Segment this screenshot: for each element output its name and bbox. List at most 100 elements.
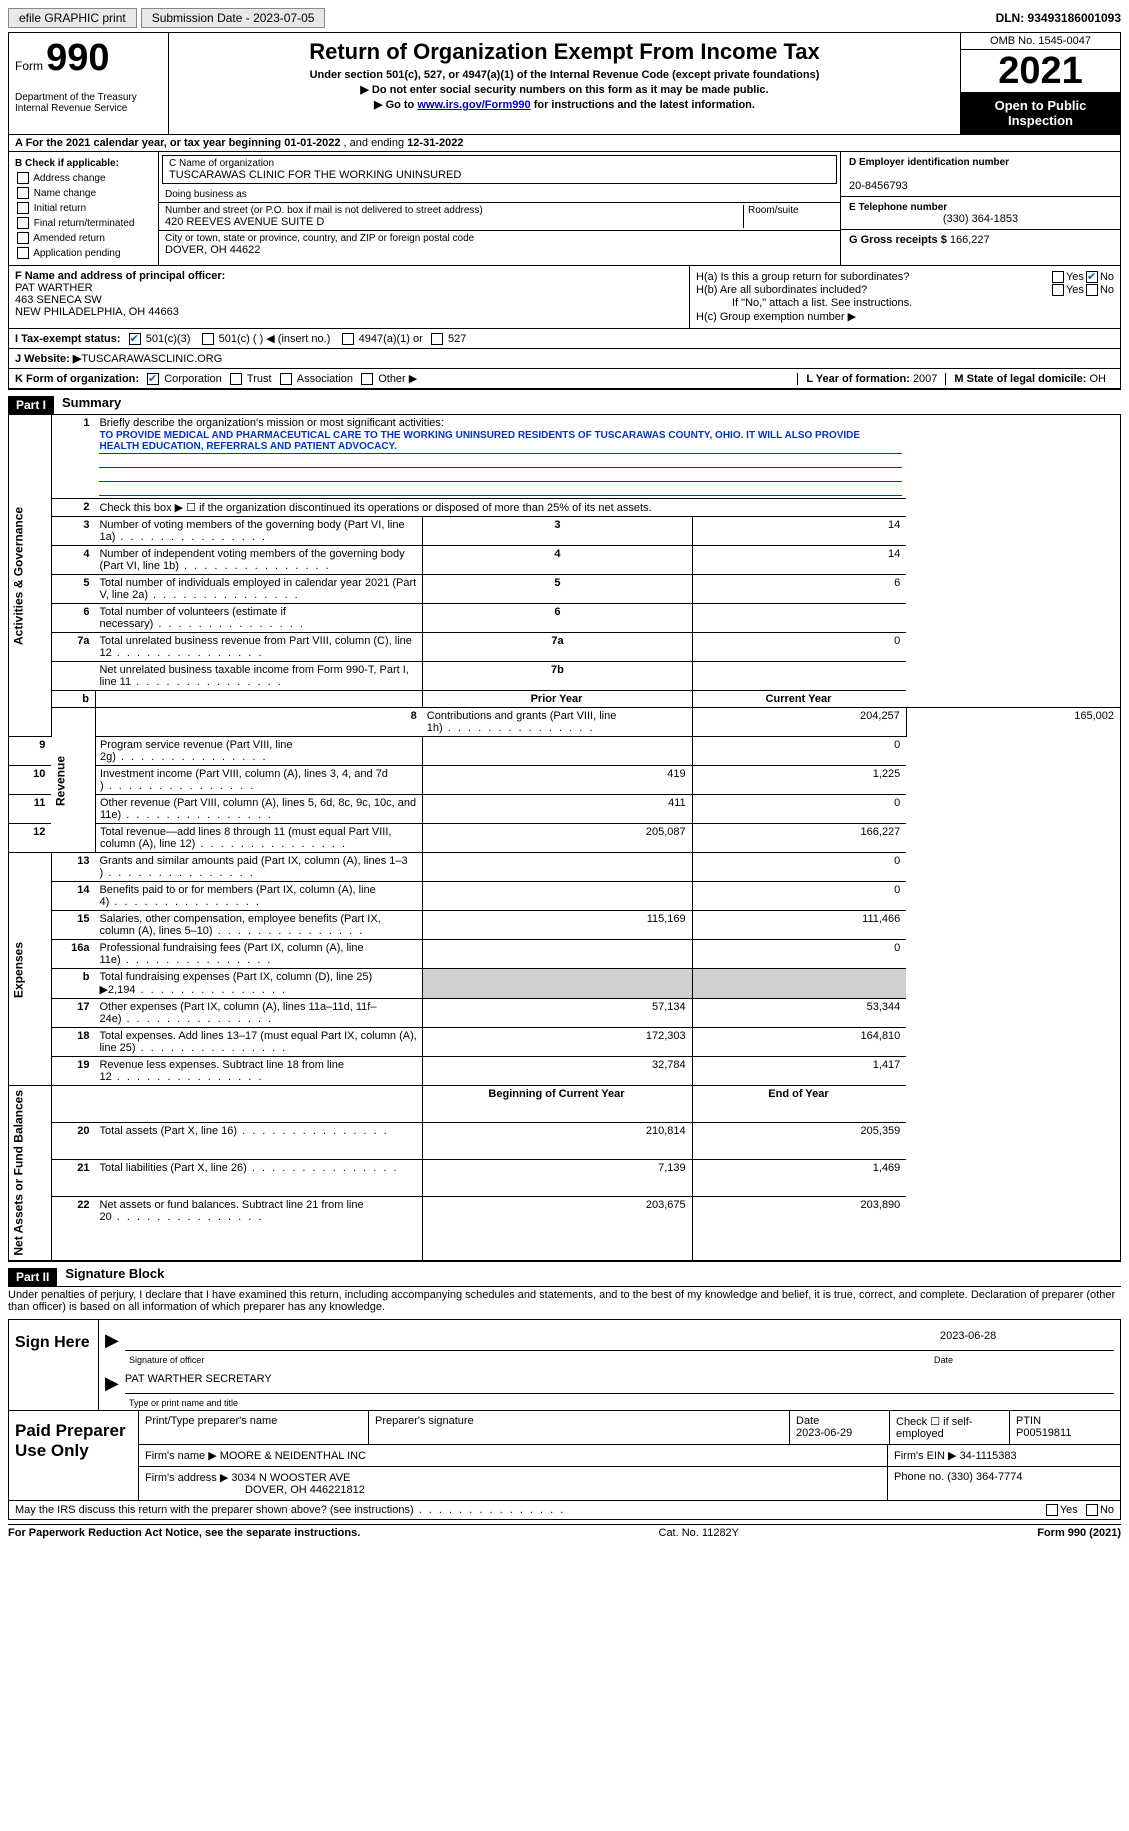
opt-corp: Corporation: [164, 373, 221, 385]
street-label: Number and street (or P.O. box if mail i…: [165, 205, 483, 216]
cb-527[interactable]: [431, 333, 443, 345]
cb-discuss-yes[interactable]: [1046, 1504, 1058, 1516]
firm-phone-value: (330) 364-7774: [947, 1471, 1022, 1483]
sign-here-grid: Sign Here ▶ 2023-06-28 Signature of offi…: [8, 1319, 1121, 1411]
efile-button[interactable]: efile GRAPHIC print: [8, 8, 137, 28]
ssn-warning: ▶ Do not enter social security numbers o…: [177, 83, 952, 96]
cb-name-change[interactable]: [17, 187, 29, 199]
entity-box: B Check if applicable: Address change Na…: [8, 152, 1121, 265]
goto-line: ▶ Go to www.irs.gov/Form990 for instruct…: [177, 98, 952, 111]
year-formation-value: 2007: [913, 373, 937, 385]
opt-other: Other ▶: [378, 372, 417, 385]
pp-self-employed: Check ☐ if self-employed: [890, 1411, 1010, 1444]
cb-discuss-no[interactable]: [1086, 1504, 1098, 1516]
lbl-address-change: Address change: [33, 173, 105, 184]
firm-name-value: MOORE & NEIDENTHAL INC: [220, 1450, 366, 1462]
form990-link[interactable]: www.irs.gov/Form990: [417, 99, 530, 111]
header-middle: Return of Organization Exempt From Incom…: [169, 33, 960, 134]
omb-number: OMB No. 1545-0047: [961, 33, 1120, 50]
hb-question: H(b) Are all subordinates included?: [696, 284, 1050, 296]
state-domicile-label: M State of legal domicile:: [954, 373, 1089, 385]
org-name-value: TUSCARAWAS CLINIC FOR THE WORKING UNINSU…: [169, 169, 461, 181]
cb-501c3[interactable]: [129, 333, 141, 345]
col-b-checkboxes: B Check if applicable: Address change Na…: [9, 152, 159, 265]
lbl-final-return: Final return/terminated: [34, 218, 135, 229]
street-value: 420 REEVES AVENUE SUITE D: [165, 216, 324, 228]
footer-right: Form 990 (2021): [1037, 1527, 1121, 1539]
cb-app-pending[interactable]: [17, 247, 29, 259]
firm-ein-value: 34-1115383: [960, 1450, 1017, 1462]
tax-year-end: 12-31-2022: [407, 137, 463, 149]
header-right: OMB No. 1545-0047 2021 Open to Public In…: [960, 33, 1120, 134]
officer-addr2: NEW PHILADELPHIA, OH 44663: [15, 306, 179, 318]
part2-header-row: Part II Signature Block: [8, 1261, 1121, 1286]
cb-trust[interactable]: [230, 373, 242, 385]
open-to-public: Open to Public Inspection: [961, 92, 1120, 134]
firm-addr-label: Firm's address ▶: [145, 1472, 231, 1484]
col-de: D Employer identification number 20-8456…: [840, 152, 1120, 265]
top-bar: efile GRAPHIC print Submission Date - 20…: [8, 8, 1121, 28]
col-h-group: H(a) Is this a group return for subordin…: [690, 266, 1120, 328]
cb-amended[interactable]: [17, 232, 29, 244]
gross-receipts-value: 166,227: [950, 234, 990, 246]
ha-no: No: [1100, 271, 1114, 283]
summary-table: Activities & Governance1Briefly describe…: [8, 414, 1121, 1261]
pp-name-label: Print/Type preparer's name: [139, 1411, 369, 1444]
website-value: TUSCARAWASCLINIC.ORG: [81, 353, 222, 365]
website-label: J Website: ▶: [15, 352, 81, 365]
row-a-mid: , and ending: [344, 137, 408, 149]
tax-year-begin: 01-01-2022: [284, 137, 340, 149]
dln-label: DLN: 93493186001093: [996, 11, 1121, 25]
signature-declaration: Under penalties of perjury, I declare th…: [8, 1286, 1121, 1315]
firm-phone-label: Phone no.: [894, 1471, 947, 1483]
header-left: Form 990 Department of the Treasury Inte…: [9, 33, 169, 134]
pp-ptin-label: PTIN: [1016, 1415, 1041, 1427]
city-value: DOVER, OH 44622: [165, 244, 260, 256]
cb-address-change[interactable]: [17, 172, 29, 184]
cb-initial-return[interactable]: [17, 202, 29, 214]
part1-title: Summary: [54, 395, 121, 410]
officer-name: PAT WARTHER: [15, 282, 93, 294]
cb-other[interactable]: [361, 373, 373, 385]
paid-preparer-grid: Paid Preparer Use Only Print/Type prepar…: [8, 1411, 1121, 1501]
footer-mid: Cat. No. 11282Y: [659, 1527, 740, 1539]
firm-addr2-value: DOVER, OH 446221812: [145, 1484, 365, 1496]
opt-trust: Trust: [247, 373, 272, 385]
irs-discuss-row: May the IRS discuss this return with the…: [8, 1501, 1121, 1520]
cb-assoc[interactable]: [280, 373, 292, 385]
tax-year: 2021: [961, 50, 1120, 92]
cb-final-return[interactable]: [17, 217, 29, 229]
irs-discuss-label: May the IRS discuss this return with the…: [15, 1504, 1044, 1516]
ha-question: H(a) Is this a group return for subordin…: [696, 271, 1050, 283]
col-f-officer: F Name and address of principal officer:…: [9, 266, 690, 328]
f-h-row: F Name and address of principal officer:…: [8, 265, 1121, 328]
sig-officer-label: Signature of officer: [129, 1355, 934, 1365]
cb-501c[interactable]: [202, 333, 214, 345]
pp-sig-label: Preparer's signature: [369, 1411, 790, 1444]
gross-receipts-label: G Gross receipts $: [849, 234, 950, 246]
sig-arrow2-icon: ▶: [105, 1373, 119, 1394]
row-a-tax-year: A For the 2021 calendar year, or tax yea…: [8, 134, 1121, 152]
form-word: Form: [15, 59, 43, 73]
part1-header-row: Part I Summary: [8, 389, 1121, 414]
opt-4947: 4947(a)(1) or: [359, 333, 423, 345]
row-a-label: A For the 2021 calendar year, or tax yea…: [15, 137, 284, 149]
paid-preparer-label: Paid Preparer Use Only: [9, 1411, 139, 1500]
page-footer: For Paperwork Reduction Act Notice, see …: [8, 1524, 1121, 1539]
hb-no: No: [1100, 284, 1114, 296]
part1-badge: Part I: [8, 396, 54, 414]
cb-hb-no[interactable]: [1086, 284, 1098, 296]
cb-corp[interactable]: [147, 373, 159, 385]
officer-label: F Name and address of principal officer:: [15, 270, 225, 282]
cb-ha-yes[interactable]: [1052, 271, 1064, 283]
cb-ha-no[interactable]: [1086, 271, 1098, 283]
hc-question: H(c) Group exemption number ▶: [696, 310, 1114, 323]
line-i-tax-status: I Tax-exempt status: 501(c)(3) 501(c) ( …: [8, 328, 1121, 348]
ein-label: D Employer identification number: [849, 157, 1009, 168]
dba-label: Doing business as: [165, 189, 247, 200]
sig-arrow-icon: ▶: [105, 1330, 119, 1351]
cb-4947[interactable]: [342, 333, 354, 345]
lbl-name-change: Name change: [34, 188, 96, 199]
cb-hb-yes[interactable]: [1052, 284, 1064, 296]
line-j-website: J Website: ▶ TUSCARAWASCLINIC.ORG: [8, 348, 1121, 368]
